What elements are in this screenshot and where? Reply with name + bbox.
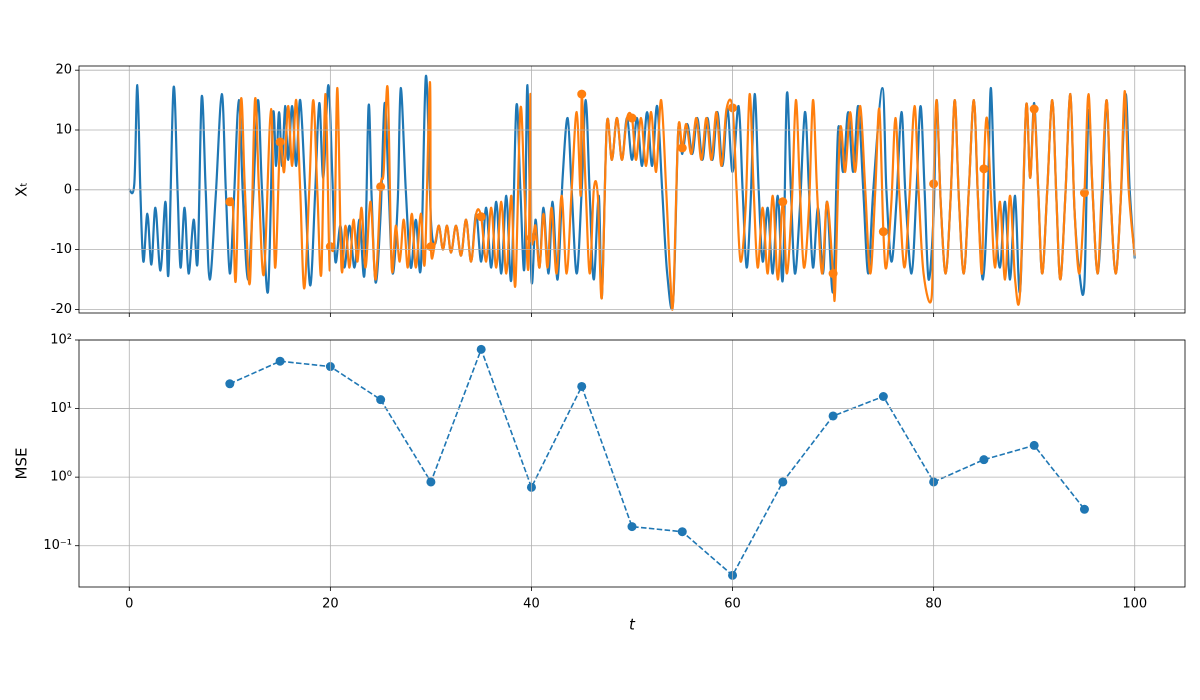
y-tick-label: 20: [55, 63, 72, 78]
restart-point: [476, 212, 486, 222]
restart-point: [1029, 104, 1039, 114]
marker: [577, 381, 587, 391]
y-axis-label: MSE: [13, 448, 31, 480]
restart-point: [577, 89, 587, 99]
y-tick-label: 10²: [50, 333, 72, 348]
y-tick-label: -10: [51, 242, 72, 257]
y-tick-label: -20: [51, 302, 72, 317]
axes-frame: [78, 339, 1186, 588]
x-tick-label: 40: [523, 597, 540, 612]
restart-point: [878, 227, 888, 237]
series-line: [228, 81, 1136, 311]
marker: [828, 411, 838, 421]
series-line: [229, 348, 1086, 577]
y-tick-label: 10⁻¹: [43, 538, 72, 553]
marker: [677, 527, 687, 537]
plot-area: [128, 75, 1136, 311]
x-tick-label: 100: [1122, 597, 1147, 612]
plot-area: [225, 344, 1089, 580]
restart-point: [426, 242, 436, 252]
y-tick-label: 0: [64, 182, 72, 197]
y-tick-label: 10¹: [50, 401, 72, 416]
restart-point: [225, 197, 235, 207]
x-tick-label: 20: [322, 597, 339, 612]
marker: [1029, 440, 1039, 450]
marker: [878, 391, 888, 401]
restart-point: [778, 197, 788, 207]
restart-point: [677, 143, 687, 153]
restart-point: [376, 182, 386, 192]
marker: [376, 395, 386, 405]
restart-point: [275, 137, 285, 147]
restart-point: [979, 164, 989, 174]
y-tick-label: 10⁰: [50, 470, 72, 485]
x-tick-label: 60: [724, 597, 741, 612]
restart-point: [1079, 188, 1089, 198]
y-tick-label: 10: [55, 122, 72, 137]
marker: [778, 477, 788, 487]
x-tick-label: 0: [125, 597, 133, 612]
restart-point: [627, 113, 637, 123]
marker: [1079, 504, 1089, 514]
x-tick-label: 80: [925, 597, 942, 612]
marker: [476, 344, 486, 354]
marker: [426, 477, 436, 487]
marker: [627, 522, 637, 532]
y-axis-label: Xₜ: [13, 182, 31, 197]
marker: [275, 356, 285, 366]
marker: [979, 455, 989, 465]
axes-frame: [78, 65, 1186, 314]
x-axis-label: t: [629, 616, 636, 634]
marker: [225, 379, 235, 389]
restart-point: [828, 269, 838, 279]
